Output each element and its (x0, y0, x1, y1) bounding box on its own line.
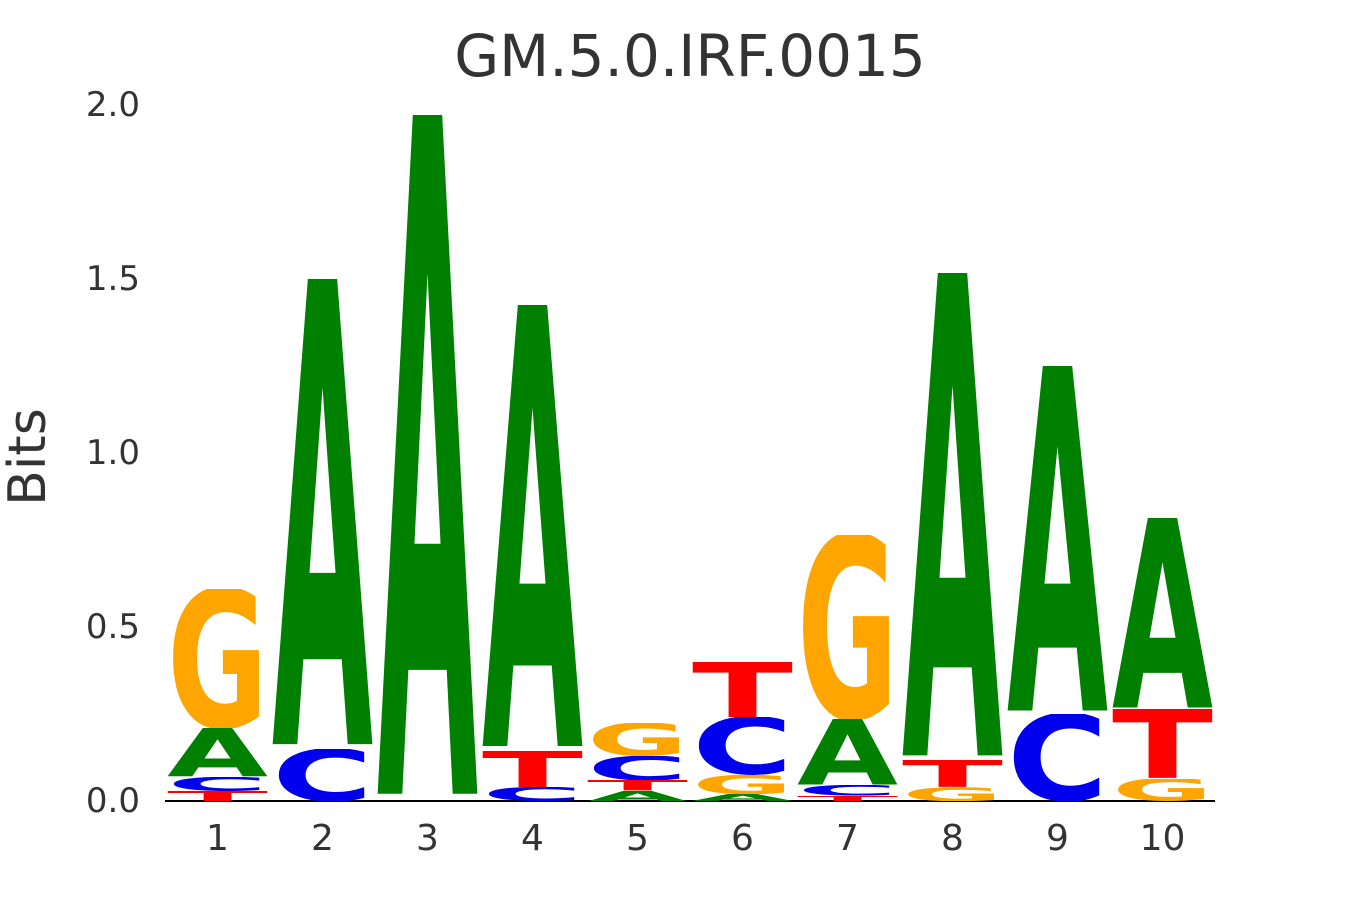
svg-text:G: G (1112, 779, 1213, 801)
chart-title: GM.5.0.IRF.0015 (454, 22, 926, 90)
logo-letter-A: A (377, 115, 478, 801)
y-tick-label: 1.5 (85, 259, 140, 299)
logo-letter-A: A (482, 305, 583, 750)
logo-letter-G: G (692, 775, 793, 794)
svg-text:T: T (1112, 709, 1213, 779)
x-tick-label: 9 (1046, 818, 1069, 859)
logo-letter-A: A (902, 273, 1003, 760)
logo-letter-G: G (902, 787, 1003, 801)
svg-text:T: T (482, 751, 583, 788)
logo-letter-T: T (902, 760, 1003, 787)
svg-text:C: C (272, 749, 373, 801)
svg-text:C: C (587, 756, 688, 780)
logo-letter-T: T (1112, 709, 1213, 779)
y-tick-label: 0.0 (85, 781, 140, 821)
logo-letter-C: C (167, 777, 268, 791)
logo-letter-A: A (797, 719, 898, 785)
x-tick-label: 7 (836, 818, 859, 859)
logo-letter-C: C (587, 756, 688, 780)
svg-text:G: G (692, 775, 793, 794)
logo-letter-C: C (1007, 714, 1108, 801)
svg-text:G: G (797, 535, 898, 719)
logo-letter-G: G (587, 723, 688, 756)
svg-text:A: A (482, 305, 583, 750)
x-tick-label: 10 (1139, 818, 1186, 859)
logo-letter-T: T (692, 662, 793, 718)
logo-letter-T: T (167, 791, 268, 801)
svg-text:C: C (692, 717, 793, 774)
svg-text:T: T (797, 796, 898, 801)
x-tick-label: 1 (206, 818, 229, 859)
svg-text:A: A (587, 791, 688, 801)
logo-letter-T: T (482, 751, 583, 788)
svg-text:T: T (902, 760, 1003, 787)
logo-letter-A: A (692, 794, 793, 801)
logo-letter-G: G (1112, 779, 1213, 801)
svg-text:G: G (167, 589, 268, 728)
logo-letter-A: A (272, 279, 373, 749)
logo-letter-C: C (692, 717, 793, 774)
svg-text:C: C (797, 785, 898, 795)
x-tick-label: 4 (521, 818, 544, 859)
svg-text:G: G (902, 787, 1003, 801)
x-tick-label: 8 (941, 818, 964, 859)
svg-text:A: A (1112, 518, 1213, 709)
logo-letter-T: T (587, 780, 688, 790)
logo-letter-A: A (1112, 518, 1213, 709)
x-tick-label: 2 (311, 818, 334, 859)
x-axis-line (165, 800, 1215, 802)
x-tick-label: 3 (416, 818, 439, 859)
x-tick-label: 6 (731, 818, 754, 859)
y-tick-label: 0.5 (85, 607, 140, 647)
svg-text:A: A (1007, 366, 1108, 714)
logo-letter-C: C (797, 785, 898, 795)
svg-text:C: C (482, 787, 583, 801)
svg-text:C: C (167, 777, 268, 791)
svg-text:A: A (902, 273, 1003, 760)
logo-letter-G: G (797, 535, 898, 719)
x-tick-label: 5 (626, 818, 649, 859)
logo-letter-A: A (587, 791, 688, 801)
logo-letter-C: C (482, 787, 583, 801)
svg-text:T: T (587, 780, 688, 790)
logo-letter-T: T (797, 796, 898, 801)
svg-text:C: C (1007, 714, 1108, 801)
svg-text:A: A (797, 719, 898, 785)
svg-text:G: G (587, 723, 688, 756)
logo-letter-A: A (167, 728, 268, 777)
logo-letter-G: G (167, 589, 268, 728)
svg-text:A: A (272, 279, 373, 749)
svg-text:A: A (167, 728, 268, 777)
y-tick-label: 2.0 (85, 85, 140, 125)
svg-text:T: T (167, 791, 268, 801)
logo-letter-A: A (1007, 366, 1108, 714)
svg-text:A: A (692, 794, 793, 801)
svg-text:T: T (692, 662, 793, 718)
logo-letter-C: C (272, 749, 373, 801)
y-tick-label: 1.0 (85, 433, 140, 473)
svg-text:A: A (377, 115, 478, 801)
